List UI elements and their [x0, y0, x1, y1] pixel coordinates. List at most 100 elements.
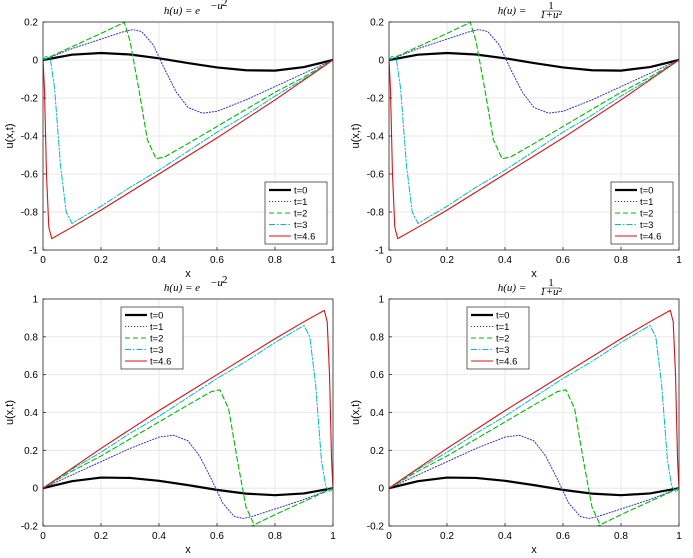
title-lhs: h(u) =	[498, 282, 527, 294]
y-tick-label: 0.2	[370, 18, 384, 29]
legend-label: t=1	[294, 197, 307, 208]
legend-label: t=4.6	[294, 231, 315, 242]
y-tick-label: -0.6	[367, 170, 385, 181]
y-tick-label: 0.2	[24, 18, 38, 29]
title-exponent: −u	[210, 277, 223, 289]
legend: t=0t=1t=2t=3t=4.6	[466, 306, 530, 370]
y-tick-label: -0.4	[367, 132, 385, 143]
legend-box	[120, 306, 184, 370]
x-tick-label: 0.2	[94, 255, 108, 266]
legend-label: t=3	[640, 220, 653, 231]
series-line-t=4.6	[43, 59, 333, 240]
series-line-t=2	[43, 21, 333, 160]
y-tick-label: 0	[32, 484, 38, 495]
y-tick-label: 0.4	[24, 408, 38, 419]
series-line-t=0	[389, 476, 679, 497]
title-exponent: −u	[210, 0, 223, 12]
x-tick-label: 0.8	[614, 255, 628, 266]
x-axis-label: x	[185, 268, 191, 280]
x-tick-label: 0.6	[210, 531, 224, 542]
title-denominator: 1+u²	[540, 9, 562, 21]
series-line-t=1	[389, 29, 679, 114]
y-tick-label: -0.2	[367, 94, 385, 105]
x-tick-label: 0.6	[210, 255, 224, 266]
y-tick-label: 1	[378, 295, 384, 306]
legend-label: t=3	[294, 220, 307, 231]
x-tick-label: 0.8	[614, 531, 628, 542]
x-tick-label: 0	[386, 255, 392, 266]
title-lhs: h(u) = e	[164, 282, 200, 294]
x-axis-label: x	[531, 544, 537, 556]
x-tick-label: 0.2	[94, 531, 108, 542]
x-tick-label: 0	[40, 255, 46, 266]
chart-title: h(u) = 11+u²	[498, 0, 563, 21]
series-group	[43, 21, 333, 240]
x-tick-label: 0.4	[152, 531, 166, 542]
x-tick-label: 1	[676, 531, 682, 542]
x-tick-label: 0	[40, 531, 46, 542]
series-line-t=3	[43, 324, 333, 493]
legend-box	[610, 181, 674, 245]
y-tick-label: -0.8	[367, 208, 385, 219]
legend-label: t=0	[150, 310, 163, 321]
series-line-t=1	[43, 434, 333, 519]
legend-label: t=1	[640, 197, 653, 208]
y-tick-label: 0.6	[24, 370, 38, 381]
y-tick-label: -0.2	[21, 522, 39, 533]
legend-label: t=0	[496, 310, 509, 321]
x-tick-label: 1	[330, 531, 336, 542]
y-tick-label: -0.6	[21, 170, 39, 181]
y-tick-label: 0	[378, 484, 384, 495]
title-lhs: h(u) =	[498, 5, 527, 17]
series-line-t=2	[43, 389, 333, 527]
y-axis-label: u(x,t)	[4, 400, 16, 425]
chart-1: 0 0.2 0.4 0.6 0.8 1 -1 -0.8 -0.6 -0.4 -0.2 0 0.2 x u(x…	[4, 0, 336, 280]
x-axis-label: x	[185, 544, 191, 556]
y-tick-label: 0.6	[370, 370, 384, 381]
chart-title: h(u) = 11+u²	[498, 277, 563, 298]
legend-label: t=4.6	[150, 356, 171, 367]
series-line-t=3	[389, 55, 679, 224]
series-line-t=0	[389, 51, 679, 72]
y-tick-label: 0	[378, 56, 384, 67]
x-tick-label: 0.8	[268, 531, 282, 542]
chart-4: 0 0.2 0.4 0.6 0.8 1-0.200.20.40.60.81xu(x,t)h…	[350, 277, 682, 556]
series-line-t=3	[389, 324, 679, 493]
legend-label: t=3	[496, 345, 509, 356]
y-axis-label: u(x,t)	[350, 400, 362, 425]
x-tick-label: 0.2	[440, 255, 454, 266]
y-tick-label: -0.2	[367, 522, 385, 533]
x-tick-label: 1	[330, 255, 336, 266]
y-tick-label: 0	[32, 56, 38, 67]
legend-label: t=2	[496, 333, 509, 344]
y-tick-label: 0.8	[24, 332, 38, 343]
y-tick-label: -0.4	[21, 132, 39, 143]
x-tick-label: 0.4	[498, 531, 512, 542]
chart-title: h(u) = e −u 2	[164, 0, 228, 17]
legend-label: t=2	[640, 208, 653, 219]
legend-box	[466, 306, 530, 370]
series-line-t=3	[43, 55, 333, 224]
x-tick-label: 0.4	[152, 255, 166, 266]
series-line-t=1	[389, 434, 679, 519]
series-group	[43, 309, 333, 527]
series-group	[389, 309, 679, 527]
legend-box	[264, 181, 328, 245]
y-tick-label: -0.2	[21, 94, 39, 105]
x-tick-label: 0.6	[556, 531, 570, 542]
y-axis-label: u(x,t)	[4, 123, 16, 148]
x-tick-label: 1	[676, 255, 682, 266]
series-line-t=4.6	[389, 309, 679, 489]
series-line-t=4.6	[43, 309, 333, 489]
title-lhs: h(u) = e	[164, 5, 200, 17]
x-tick-label: 0.8	[268, 255, 282, 266]
y-tick-label: -1	[29, 246, 38, 257]
x-tick-label: 0.2	[440, 531, 454, 542]
title-exponent-power: 2	[222, 0, 228, 9]
x-tick-label: 0.6	[556, 255, 570, 266]
x-axis-label: x	[531, 268, 537, 280]
series-line-t=2	[389, 389, 679, 527]
series-line-t=1	[43, 29, 333, 114]
legend-label: t=3	[150, 345, 163, 356]
